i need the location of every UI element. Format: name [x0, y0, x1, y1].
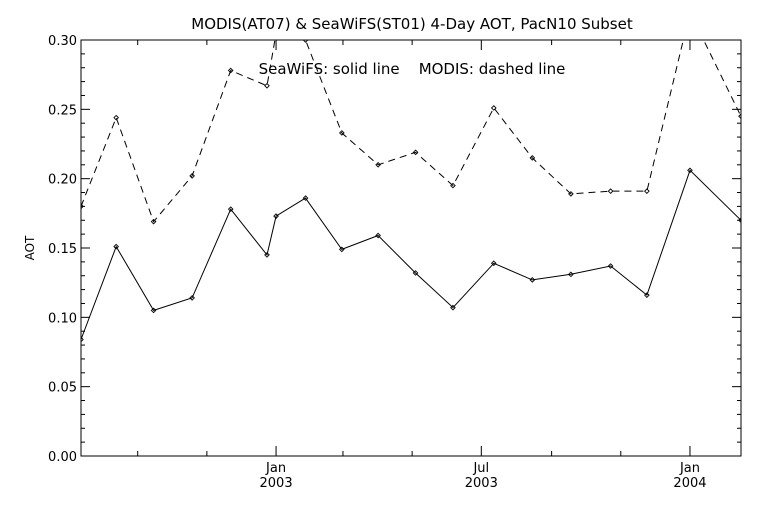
legend-annotation: SeaWiFS: solid line MODIS: dashed line	[259, 60, 566, 78]
chart-title: MODIS(AT07) & SeaWiFS(ST01) 4-Day AOT, P…	[191, 15, 633, 33]
data-point-seawifs	[687, 167, 693, 174]
y-tick-label: 0.25	[48, 103, 77, 118]
data-point-seawifs	[738, 217, 741, 224]
y-tick-label: 0.05	[48, 381, 77, 396]
plot-area	[81, 10, 741, 343]
data-point-seawifs	[338, 246, 345, 253]
series-line-modis	[81, 40, 741, 223]
data-point-modis	[412, 149, 419, 156]
y-tick-label: 0.00	[48, 450, 77, 465]
data-point-modis	[529, 155, 536, 161]
data-point-seawifs	[113, 243, 119, 250]
y-tick-label: 0.10	[48, 311, 77, 326]
x-tick-label-month: Jan	[679, 461, 700, 476]
data-point-seawifs	[150, 307, 157, 314]
series-line-seawifs	[81, 169, 741, 340]
data-point-seawifs	[302, 195, 309, 201]
data-point-modis	[81, 203, 84, 210]
data-point-modis	[150, 218, 157, 225]
y-tick-label: 0.30	[48, 34, 77, 49]
y-axis-label: AOT	[23, 235, 37, 260]
x-tick-label-month: Jan	[265, 461, 286, 476]
data-point-seawifs	[264, 252, 270, 258]
data-point-modis	[450, 182, 456, 189]
data-point-modis	[738, 113, 741, 120]
data-point-seawifs	[273, 213, 279, 219]
x-tick-label-year: 2003	[465, 476, 498, 491]
data-point-seawifs	[529, 277, 536, 283]
data-point-modis	[644, 188, 650, 194]
data-point-modis	[568, 191, 574, 197]
x-tick-label-year: 2004	[673, 476, 706, 491]
data-point-seawifs	[450, 304, 456, 311]
x-tick-label-year: 2003	[260, 476, 293, 491]
data-point-modis	[302, 40, 309, 43]
data-point-seawifs	[490, 260, 497, 267]
data-point-seawifs	[189, 295, 195, 301]
data-point-seawifs	[644, 292, 650, 298]
data-point-seawifs	[81, 336, 84, 343]
data-point-modis	[375, 161, 381, 168]
data-point-modis	[338, 130, 345, 136]
x-tick-label-month: Jul	[472, 461, 489, 476]
data-point-modis	[227, 67, 234, 74]
data-point-seawifs	[568, 271, 574, 278]
data-point-seawifs	[412, 270, 419, 276]
data-point-seawifs	[227, 206, 234, 213]
data-point-modis	[607, 188, 614, 194]
data-point-modis	[490, 105, 497, 111]
y-tick-label: 0.15	[48, 242, 77, 257]
data-point-seawifs	[607, 263, 614, 269]
data-point-modis	[688, 10, 692, 14]
data-point-modis	[264, 82, 270, 89]
y-axis: 0.00 0.05 0.10 0.15 0.20 0.25 0.30	[48, 34, 741, 465]
data-point-modis	[189, 173, 195, 179]
data-point-modis	[113, 114, 119, 121]
plot-frame	[80, 39, 742, 457]
y-tick-label: 0.20	[48, 173, 77, 188]
data-point-seawifs	[375, 232, 381, 239]
